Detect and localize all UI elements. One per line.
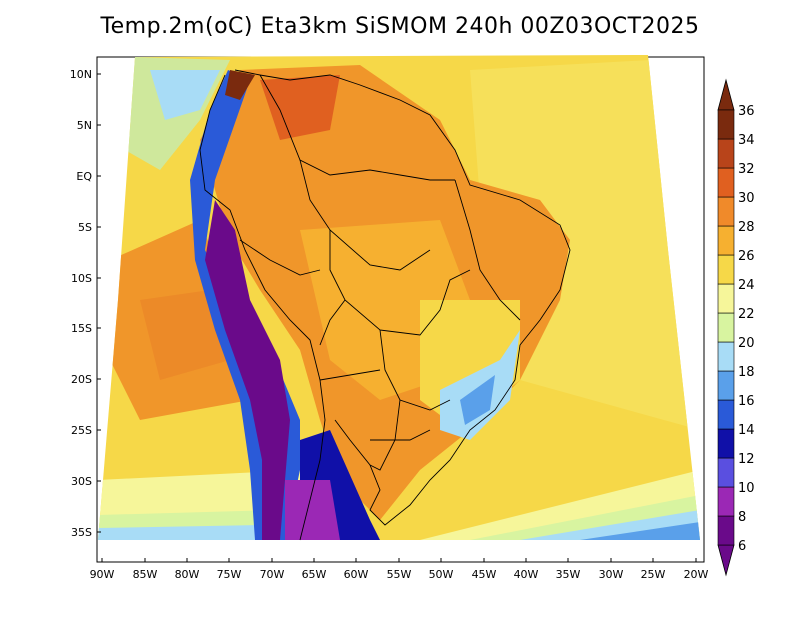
lon-tick-label: 45W [472, 568, 497, 581]
lon-tick-label: 25W [641, 568, 666, 581]
lon-tick-label: 85W [133, 568, 158, 581]
colorbar-label: 36 [738, 104, 755, 119]
colorbar-segment [717, 254, 735, 285]
lat-tick-label: 30S [71, 475, 92, 488]
latitude-axis: 10N 5N EQ 5S 10S 15S 20S 25S 30S 35S [70, 68, 101, 539]
lon-tick-label: 20W [684, 568, 709, 581]
colorbar-segment [717, 399, 735, 430]
colorbar-label: 30 [738, 191, 755, 206]
colorbar-label: 16 [738, 394, 755, 409]
lat-tick-label: 10S [71, 272, 92, 285]
map-title: Temp.2m(oC) Eta3km SiSMOM 240h 00Z03OCT2… [100, 14, 700, 39]
colorbar-segment [717, 515, 735, 546]
colorbar-segment [717, 138, 735, 169]
lon-tick-label: 50W [429, 568, 454, 581]
colorbar-bottom-arrow [717, 544, 735, 577]
colorbar-label: 26 [738, 249, 755, 264]
colorbar-segment [717, 167, 735, 198]
colorbar-segment [717, 283, 735, 314]
colorbar: 6 8 10 12 14 16 18 20 22 24 26 28 30 32 34 36 [717, 78, 755, 577]
lon-tick-label: 90W [90, 568, 115, 581]
colorbar-segment [717, 225, 735, 256]
colorbar-label: 28 [738, 220, 755, 235]
colorbar-label: 6 [738, 539, 746, 554]
lon-tick-label: 60W [344, 568, 369, 581]
colorbar-segment [717, 196, 735, 227]
lat-tick-label: 20S [71, 373, 92, 386]
lat-tick-label: 25S [71, 424, 92, 437]
lat-tick-label: 5S [78, 221, 92, 234]
colorbar-label: 22 [738, 307, 755, 322]
temperature-field [98, 55, 700, 540]
lat-tick-label: EQ [76, 170, 92, 183]
colorbar-segment [717, 312, 735, 343]
lat-tick-label: 15S [71, 322, 92, 335]
colorbar-label: 14 [738, 423, 755, 438]
colorbar-segment [717, 341, 735, 372]
lon-tick-label: 75W [217, 568, 242, 581]
lon-tick-label: 55W [387, 568, 412, 581]
colorbar-label: 12 [738, 452, 755, 467]
lon-tick-label: 70W [260, 568, 285, 581]
colorbar-label: 8 [738, 510, 746, 525]
lon-tick-label: 30W [599, 568, 624, 581]
lat-tick-label: 35S [71, 526, 92, 539]
colorbar-label: 10 [738, 481, 755, 496]
colorbar-label: 20 [738, 336, 755, 351]
lon-tick-label: 80W [175, 568, 200, 581]
colorbar-segment [717, 428, 735, 459]
longitude-axis: 90W 85W 80W 75W 70W 65W 60W 55W 50W 45W … [90, 558, 709, 581]
lon-tick-label: 35W [556, 568, 581, 581]
colorbar-top-arrow [717, 78, 735, 111]
colorbar-segment [717, 109, 735, 140]
colorbar-segment [717, 457, 735, 488]
colorbar-label: 24 [738, 278, 755, 293]
country-borders [199, 69, 571, 541]
lon-tick-label: 65W [302, 568, 327, 581]
colorbar-label: 32 [738, 162, 755, 177]
lon-tick-label: 40W [514, 568, 539, 581]
colorbar-label: 18 [738, 365, 755, 380]
colorbar-label: 34 [738, 133, 755, 148]
lat-tick-label: 5N [77, 119, 92, 132]
colorbar-segment [717, 486, 735, 517]
lat-tick-label: 10N [70, 68, 92, 81]
colorbar-segment [717, 370, 735, 401]
